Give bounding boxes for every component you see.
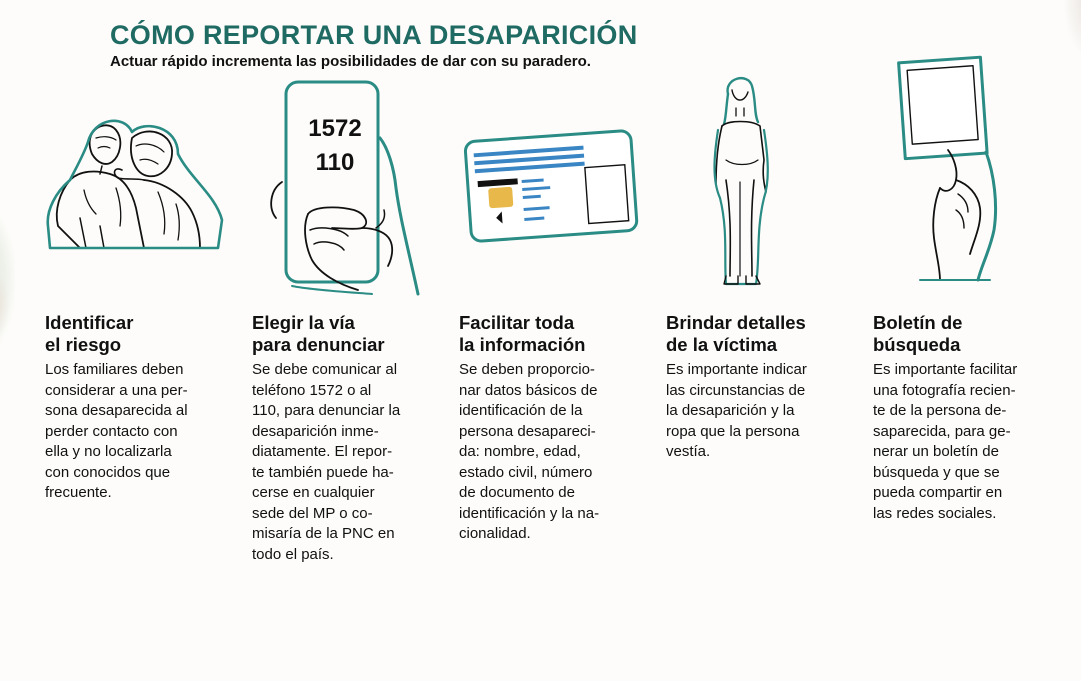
step-description: Los familiares deben considerar a una pe…	[45, 361, 188, 501]
step-boletin-de-busqueda: Boletín de búsqueda Es importante facili…	[873, 312, 1055, 524]
phone-number-1572: 1572	[308, 115, 362, 142]
phone-in-hand-icon	[270, 80, 420, 296]
step-title: Identificar el riesgo	[45, 312, 134, 355]
phone-number-110: 110	[315, 149, 355, 176]
step-identificar-el-riesgo: Identificar el riesgo Los familiares deb…	[45, 312, 227, 504]
step-brindar-detalles: Brindar detalles de la víctima Es import…	[666, 312, 848, 463]
worried-couple-icon	[46, 119, 224, 250]
step-title: Elegir la vía para denunciar	[252, 312, 385, 355]
standing-woman-icon	[713, 76, 769, 286]
phone-number-display: 1572 110	[300, 112, 370, 180]
step-title: Brindar detalles de la víctima	[666, 312, 806, 355]
page-title: CÓMO REPORTAR UNA DESAPARICIÓN	[110, 20, 638, 50]
step-facilitar-la-informacion: Facilitar toda la información Se deben p…	[459, 312, 641, 545]
step-description: Se deben proporcio- nar datos básicos de…	[459, 361, 600, 542]
id-card-icon	[463, 129, 639, 243]
step-description: Es importante facilitar una fotografía r…	[873, 361, 1018, 522]
page-subtitle: Actuar rápido incrementa las posibilidad…	[110, 53, 591, 70]
step-title: Boletín de búsqueda	[873, 312, 963, 355]
step-description: Se debe comunicar al teléfono 1572 o al …	[252, 361, 401, 563]
step-elegir-la-via: Elegir la vía para denunciar Se debe com…	[252, 312, 434, 565]
photo-in-hand-icon	[897, 55, 998, 282]
background-blur-left-warm	[0, 260, 10, 350]
background-blur-right	[1063, 0, 1081, 60]
step-description: Es importante indicar las circunstancias…	[666, 361, 807, 460]
step-title: Facilitar toda la información	[459, 312, 586, 355]
